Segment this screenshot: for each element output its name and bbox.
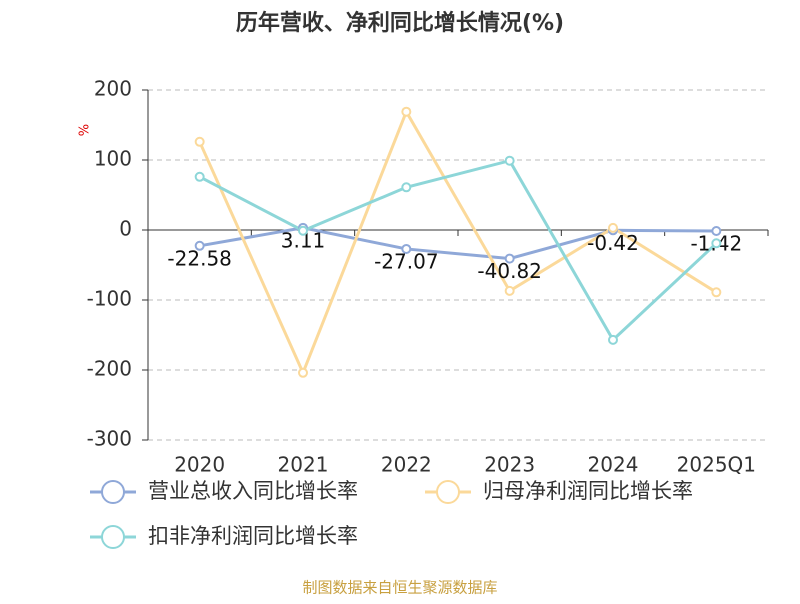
data-point — [608, 334, 618, 345]
data-point — [298, 367, 308, 378]
y-tick-label: -300 — [87, 427, 132, 451]
series-line — [198, 108, 718, 377]
data-point — [711, 225, 722, 236]
legend-label: 扣非净利润同比增长率 — [148, 524, 358, 548]
data-point — [194, 171, 205, 182]
legend-marker — [101, 480, 125, 504]
data-point — [504, 285, 515, 296]
data-point — [194, 136, 205, 147]
data-point — [504, 155, 515, 166]
x-tick-label: 2023 — [484, 453, 535, 477]
data-point — [608, 222, 618, 233]
y-tick-label: 0 — [119, 217, 132, 241]
legend-marker — [101, 525, 125, 549]
x-tick-label: 2021 — [278, 453, 329, 477]
x-tick-label: 2020 — [174, 453, 225, 477]
series-line — [198, 158, 718, 343]
data-label: -0.42 — [587, 231, 639, 255]
data-point — [298, 225, 308, 236]
y-tick-label: -100 — [87, 287, 132, 311]
legend-label: 归母净利润同比增长率 — [483, 479, 693, 503]
chart-title: 历年营收、净利同比增长情况(%) — [236, 10, 564, 36]
source-note: 制图数据来自恒生聚源数据库 — [302, 579, 497, 597]
legend-label: 营业总收入同比增长率 — [148, 479, 358, 503]
y-tick-label: 100 — [94, 147, 132, 171]
x-tick-label: 2025Q1 — [677, 453, 756, 477]
data-point — [711, 238, 722, 249]
data-label: -40.82 — [477, 259, 541, 283]
x-tick-label: 2024 — [588, 453, 639, 477]
y-axis-label: % — [78, 124, 93, 136]
data-label: -27.07 — [374, 249, 438, 273]
y-tick-label: 200 — [94, 77, 132, 101]
series-line — [199, 226, 717, 261]
y-tick-label: -200 — [87, 357, 132, 381]
data-point — [401, 243, 412, 254]
legend-marker — [436, 480, 460, 504]
data-label: -22.58 — [167, 246, 231, 270]
data-point — [504, 253, 515, 264]
data-point — [194, 240, 205, 251]
data-point — [401, 182, 412, 193]
data-point — [711, 287, 722, 298]
data-point — [401, 106, 412, 117]
x-tick-label: 2022 — [381, 453, 432, 477]
